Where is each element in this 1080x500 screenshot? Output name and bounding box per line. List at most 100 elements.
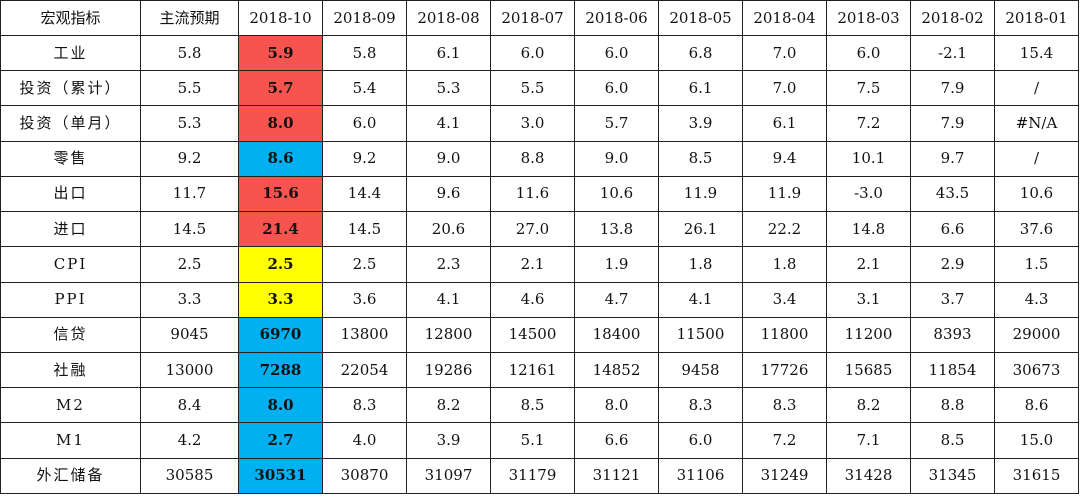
month-value-cell: 14500 bbox=[490, 316, 575, 353]
month-value-cell: 7.9 bbox=[910, 105, 995, 142]
table-row: CPI 2.5 2.5 2.5 2.3 2.1 1.9 1.8 1.8 2.1 2.9 1.5 bbox=[0, 246, 1079, 283]
month-value-cell: 6.0 bbox=[658, 422, 743, 459]
header-consensus: 主流预期 bbox=[140, 0, 239, 36]
month-value-cell: 1.9 bbox=[574, 246, 659, 283]
month-value-cell: -3.0 bbox=[826, 175, 911, 213]
month-value-cell: 6.1 bbox=[742, 105, 827, 142]
month-value-cell: #N/A bbox=[994, 105, 1079, 142]
consensus-cell: 4.2 bbox=[140, 422, 239, 459]
month-value-cell: 20.6 bbox=[406, 211, 491, 248]
month-value-cell: 12161 bbox=[490, 351, 575, 389]
month-value-cell: 4.7 bbox=[574, 281, 659, 318]
indicator-cell: 出口 bbox=[0, 175, 141, 213]
month-value-cell: 8.0 bbox=[574, 387, 659, 424]
month-value-cell: 9.2 bbox=[322, 140, 407, 177]
month-value-cell: 11.9 bbox=[658, 175, 743, 213]
month-value-cell: 15.4 bbox=[994, 34, 1079, 72]
month-value-cell: 3.9 bbox=[406, 422, 491, 459]
month-value-cell: 2.9 bbox=[910, 246, 995, 283]
month-value-cell: 7.2 bbox=[742, 422, 827, 459]
month-value-cell: 4.3 bbox=[994, 281, 1079, 318]
month-value-cell: 3.9 bbox=[658, 105, 743, 142]
header-2018-05: 2018-05 bbox=[658, 0, 743, 36]
month-value-cell: 2.1 bbox=[826, 246, 911, 283]
month-value-cell: 6.0 bbox=[574, 70, 659, 107]
month-value-cell: 7.9 bbox=[910, 70, 995, 107]
latest-value-cell: 7288 bbox=[238, 351, 323, 389]
month-value-cell: 2.3 bbox=[406, 246, 491, 283]
header-2018-01: 2018-01 bbox=[994, 0, 1079, 36]
table-row: 社融 13000 7288 22054 19286 12161 14852 9458 17726… bbox=[0, 351, 1079, 389]
indicator-cell: 工业 bbox=[0, 34, 141, 72]
month-value-cell: 31428 bbox=[826, 457, 911, 495]
month-value-cell: -2.1 bbox=[910, 34, 995, 72]
month-value-cell: 6.1 bbox=[406, 34, 491, 72]
table-row: M2 8.4 8.0 8.3 8.2 8.5 8.0 8.3 8.3 8.2 8.8 8.6 bbox=[0, 387, 1079, 424]
latest-value-cell: 8.6 bbox=[238, 140, 323, 177]
month-value-cell: 31121 bbox=[574, 457, 659, 495]
month-value-cell: 9.0 bbox=[574, 140, 659, 177]
month-value-cell: 15.0 bbox=[994, 422, 1079, 459]
header-2018-07: 2018-07 bbox=[490, 0, 575, 36]
month-value-cell: 8393 bbox=[910, 316, 995, 353]
month-value-cell: 7.0 bbox=[742, 70, 827, 107]
month-value-cell: 14.4 bbox=[322, 175, 407, 213]
month-value-cell: 8.8 bbox=[910, 387, 995, 424]
table-row: 外汇储备 30585 30531 30870 31097 31179 31121 31106 3… bbox=[0, 457, 1079, 495]
latest-value-cell: 6970 bbox=[238, 316, 323, 353]
header-2018-09: 2018-09 bbox=[322, 0, 407, 36]
consensus-cell: 3.3 bbox=[140, 281, 239, 318]
month-value-cell: / bbox=[994, 140, 1079, 177]
header-indicator: 宏观指标 bbox=[0, 0, 141, 36]
latest-value-cell: 3.3 bbox=[238, 281, 323, 318]
month-value-cell: 11.6 bbox=[490, 175, 575, 213]
month-value-cell: 5.1 bbox=[490, 422, 575, 459]
month-value-cell: 7.1 bbox=[826, 422, 911, 459]
month-value-cell: 11200 bbox=[826, 316, 911, 353]
month-value-cell: 26.1 bbox=[658, 211, 743, 248]
month-value-cell: 3.7 bbox=[910, 281, 995, 318]
month-value-cell: 14852 bbox=[574, 351, 659, 389]
month-value-cell: 3.6 bbox=[322, 281, 407, 318]
month-value-cell: 6.1 bbox=[658, 70, 743, 107]
header-2018-04: 2018-04 bbox=[742, 0, 827, 36]
indicator-cell: 进口 bbox=[0, 211, 141, 248]
month-value-cell: 37.6 bbox=[994, 211, 1079, 248]
header-row: 宏观指标 主流预期 2018-10 2018-09 2018-08 2018-0… bbox=[0, 0, 1079, 36]
consensus-cell: 5.8 bbox=[140, 34, 239, 72]
consensus-cell: 9045 bbox=[140, 316, 239, 353]
table-row: PPI 3.3 3.3 3.6 4.1 4.6 4.7 4.1 3.4 3.1 3.7 4.3 bbox=[0, 281, 1079, 318]
header-2018-03: 2018-03 bbox=[826, 0, 911, 36]
month-value-cell: 2.1 bbox=[490, 246, 575, 283]
month-value-cell: 15685 bbox=[826, 351, 911, 389]
month-value-cell: 10.6 bbox=[994, 175, 1079, 213]
latest-value-cell: 2.5 bbox=[238, 246, 323, 283]
month-value-cell: 9458 bbox=[658, 351, 743, 389]
month-value-cell: 10.6 bbox=[574, 175, 659, 213]
indicator-cell: PPI bbox=[0, 281, 141, 318]
consensus-cell: 11.7 bbox=[140, 175, 239, 213]
indicator-cell: 外汇储备 bbox=[0, 457, 141, 495]
month-value-cell: 4.6 bbox=[490, 281, 575, 318]
month-value-cell: 9.6 bbox=[406, 175, 491, 213]
month-value-cell: 18400 bbox=[574, 316, 659, 353]
consensus-cell: 14.5 bbox=[140, 211, 239, 248]
month-value-cell: 1.8 bbox=[658, 246, 743, 283]
month-value-cell: 8.3 bbox=[742, 387, 827, 424]
latest-value-cell: 2.7 bbox=[238, 422, 323, 459]
indicator-cell: 社融 bbox=[0, 351, 141, 389]
month-value-cell: 7.0 bbox=[742, 34, 827, 72]
month-value-cell: 6.0 bbox=[490, 34, 575, 72]
indicator-cell: 信贷 bbox=[0, 316, 141, 353]
latest-value-cell: 30531 bbox=[238, 457, 323, 495]
month-value-cell: 11500 bbox=[658, 316, 743, 353]
indicator-cell: 投资（单月） bbox=[0, 105, 141, 142]
month-value-cell: 1.5 bbox=[994, 246, 1079, 283]
month-value-cell: 11854 bbox=[910, 351, 995, 389]
indicator-cell: CPI bbox=[0, 246, 141, 283]
month-value-cell: 13.8 bbox=[574, 211, 659, 248]
month-value-cell: 6.6 bbox=[910, 211, 995, 248]
month-value-cell: 8.5 bbox=[490, 387, 575, 424]
table-row: 零售 9.2 8.6 9.2 9.0 8.8 9.0 8.5 9.4 10.1 9.7/ bbox=[0, 140, 1079, 177]
month-value-cell: 17726 bbox=[742, 351, 827, 389]
